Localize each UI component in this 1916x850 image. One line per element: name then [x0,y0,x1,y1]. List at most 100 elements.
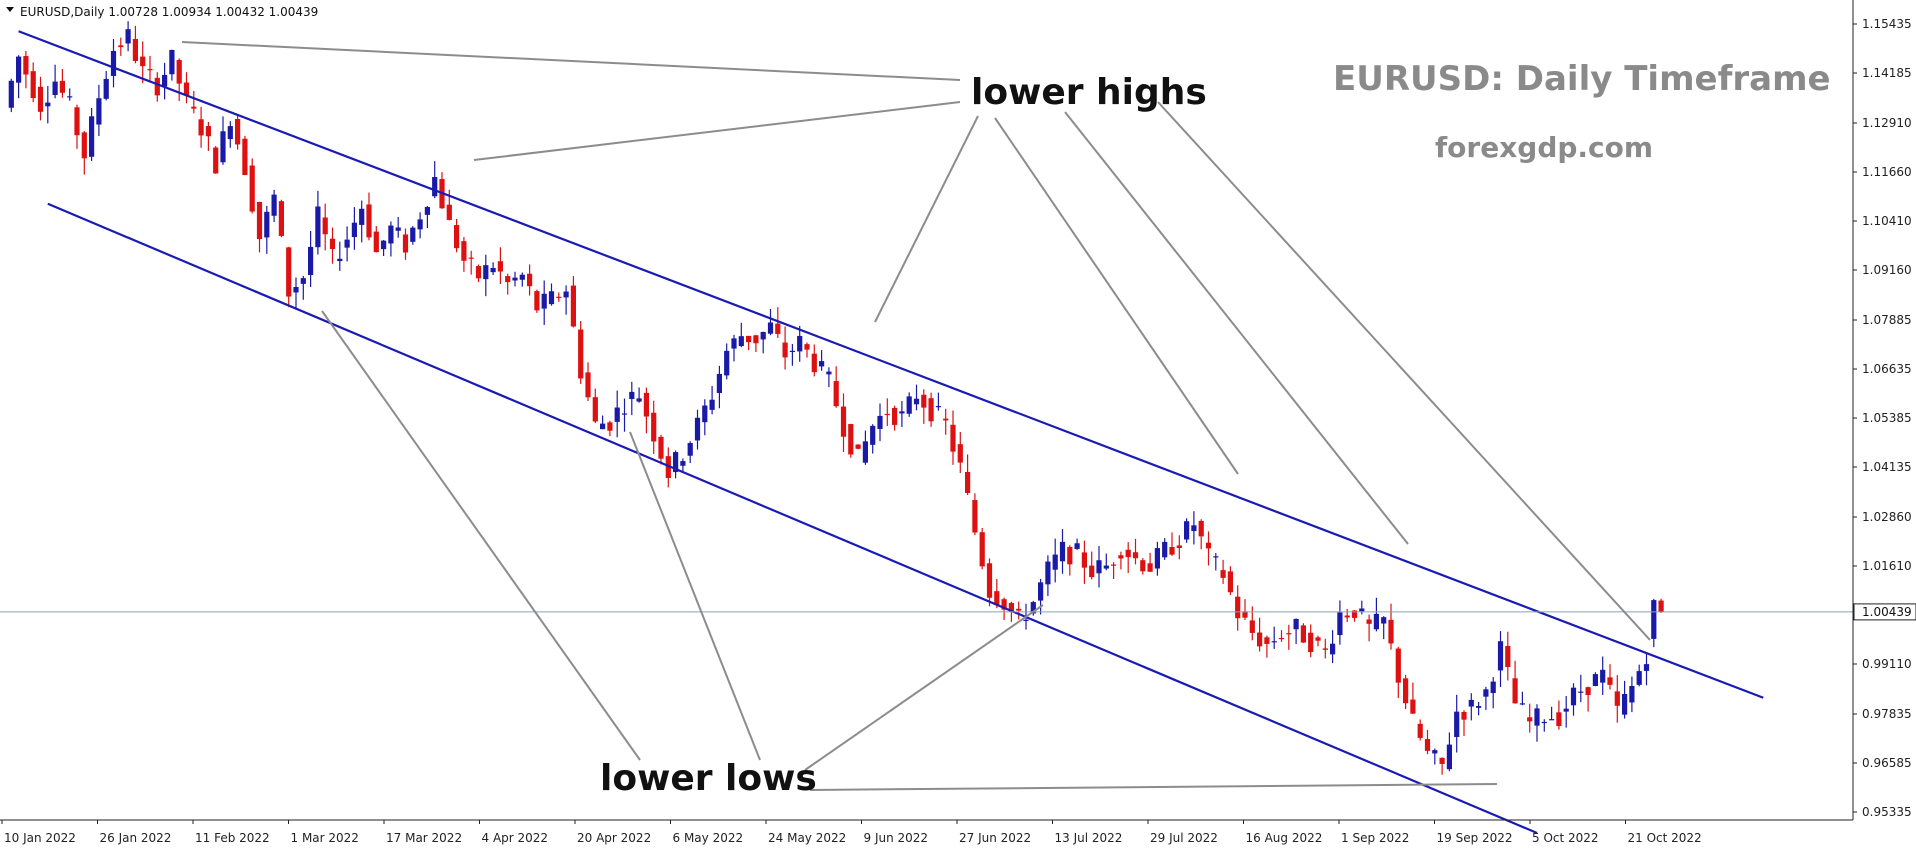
candle-down [658,436,664,459]
candle-down [578,329,584,379]
candle-down [1388,619,1394,644]
candle-up [424,207,430,215]
y-tick-label: 1.06635 [1862,362,1912,376]
annotation-pointer-line [473,101,961,161]
candle-down [278,201,284,236]
candle-up [1154,548,1160,569]
candle-down [607,422,613,431]
candle-up [694,417,701,441]
candle-down [527,273,533,287]
candle-down [198,119,204,136]
chart-subtitle: forexgdp.com [1435,131,1653,164]
candle-up [315,206,321,248]
candle-up [169,49,175,75]
x-tick-label: 6 May 2022 [673,831,744,845]
candle-up [1563,708,1569,712]
candle-down [979,532,985,567]
candle-down [446,204,452,220]
candle-up [1271,641,1277,643]
candle-down [1315,637,1321,641]
candle-up [1622,693,1628,715]
candle-down [1439,757,1445,764]
candle-up [1592,674,1598,686]
candle-up [716,373,722,393]
candle-up [1534,708,1540,726]
annotation-pointer-line [181,41,961,81]
candle-up [16,56,22,83]
x-tick-label: 20 Apr 2022 [577,831,651,845]
chevron-down-icon[interactable] [6,7,14,12]
y-tick-label: 1.14185 [1862,66,1912,80]
y-tick-label: 1.10410 [1862,214,1912,228]
candle-up [344,239,350,248]
candle-down [1132,552,1139,559]
candle-down [884,413,890,416]
annotation-pointer-line [1157,101,1651,641]
candle-up [541,293,547,309]
candle-up [877,415,883,429]
candle-up [1541,721,1547,724]
candle-down [556,296,562,298]
candle-up [1359,608,1365,612]
candle-down [402,234,409,253]
candle-up [110,50,117,76]
x-tick-label: 11 Feb 2022 [195,831,270,845]
candle-up [760,331,766,340]
y-tick-label: 1.07885 [1862,313,1912,327]
candle-down [1008,603,1014,612]
annotation-pointer-line [321,310,641,761]
candle-up [1519,703,1525,705]
candle-up [96,98,102,125]
candle-up [519,274,525,280]
candle-up [432,177,438,197]
candle-up [220,131,226,163]
candle-down [1461,711,1467,720]
candle-up [1549,719,1555,721]
candle-up [1330,643,1336,655]
candle-down [921,394,927,408]
candle-up [680,461,686,466]
candle-down [1257,632,1263,647]
candle-up [1373,613,1379,630]
candle-down [249,165,255,212]
candle-down [1016,608,1022,611]
annotation-pointer-line [809,783,1498,791]
candle-up [417,219,423,230]
candle-up [1213,556,1219,558]
candle-up [738,336,744,347]
candle-down [1147,563,1153,572]
candle-up [89,116,95,157]
candle-up [548,291,555,305]
candle-down [59,80,65,93]
candle-down [183,82,190,96]
candle-up [1454,711,1460,738]
y-tick-label: 0.97835 [1862,707,1912,721]
candle-up [1191,525,1197,532]
candle-up [935,406,941,408]
candle-up [1476,706,1482,708]
candle-up [293,287,299,293]
candle-down [592,397,598,422]
candle-down [118,45,124,48]
candle-up [870,425,876,445]
candle-up [45,102,51,107]
candle-down [242,138,248,176]
candle-down [746,335,752,343]
x-tick-label: 19 Sep 2022 [1437,831,1513,845]
candle-down [972,499,978,533]
candle-up [673,452,679,473]
y-tick-label: 1.04135 [1862,460,1912,474]
candle-down [1417,723,1423,738]
y-tick-label: 0.96585 [1862,756,1912,770]
annotation-pointer-line [804,604,1044,771]
candle-up [797,335,803,352]
candle-up [789,350,795,353]
candle-down [176,59,182,84]
x-tick-label: 26 Jan 2022 [100,831,172,845]
y-tick-label: 1.09160 [1862,263,1912,277]
candle-down [1512,678,1518,704]
candle-down [943,418,949,421]
candle-down [1198,520,1204,537]
candle-up [913,398,920,405]
